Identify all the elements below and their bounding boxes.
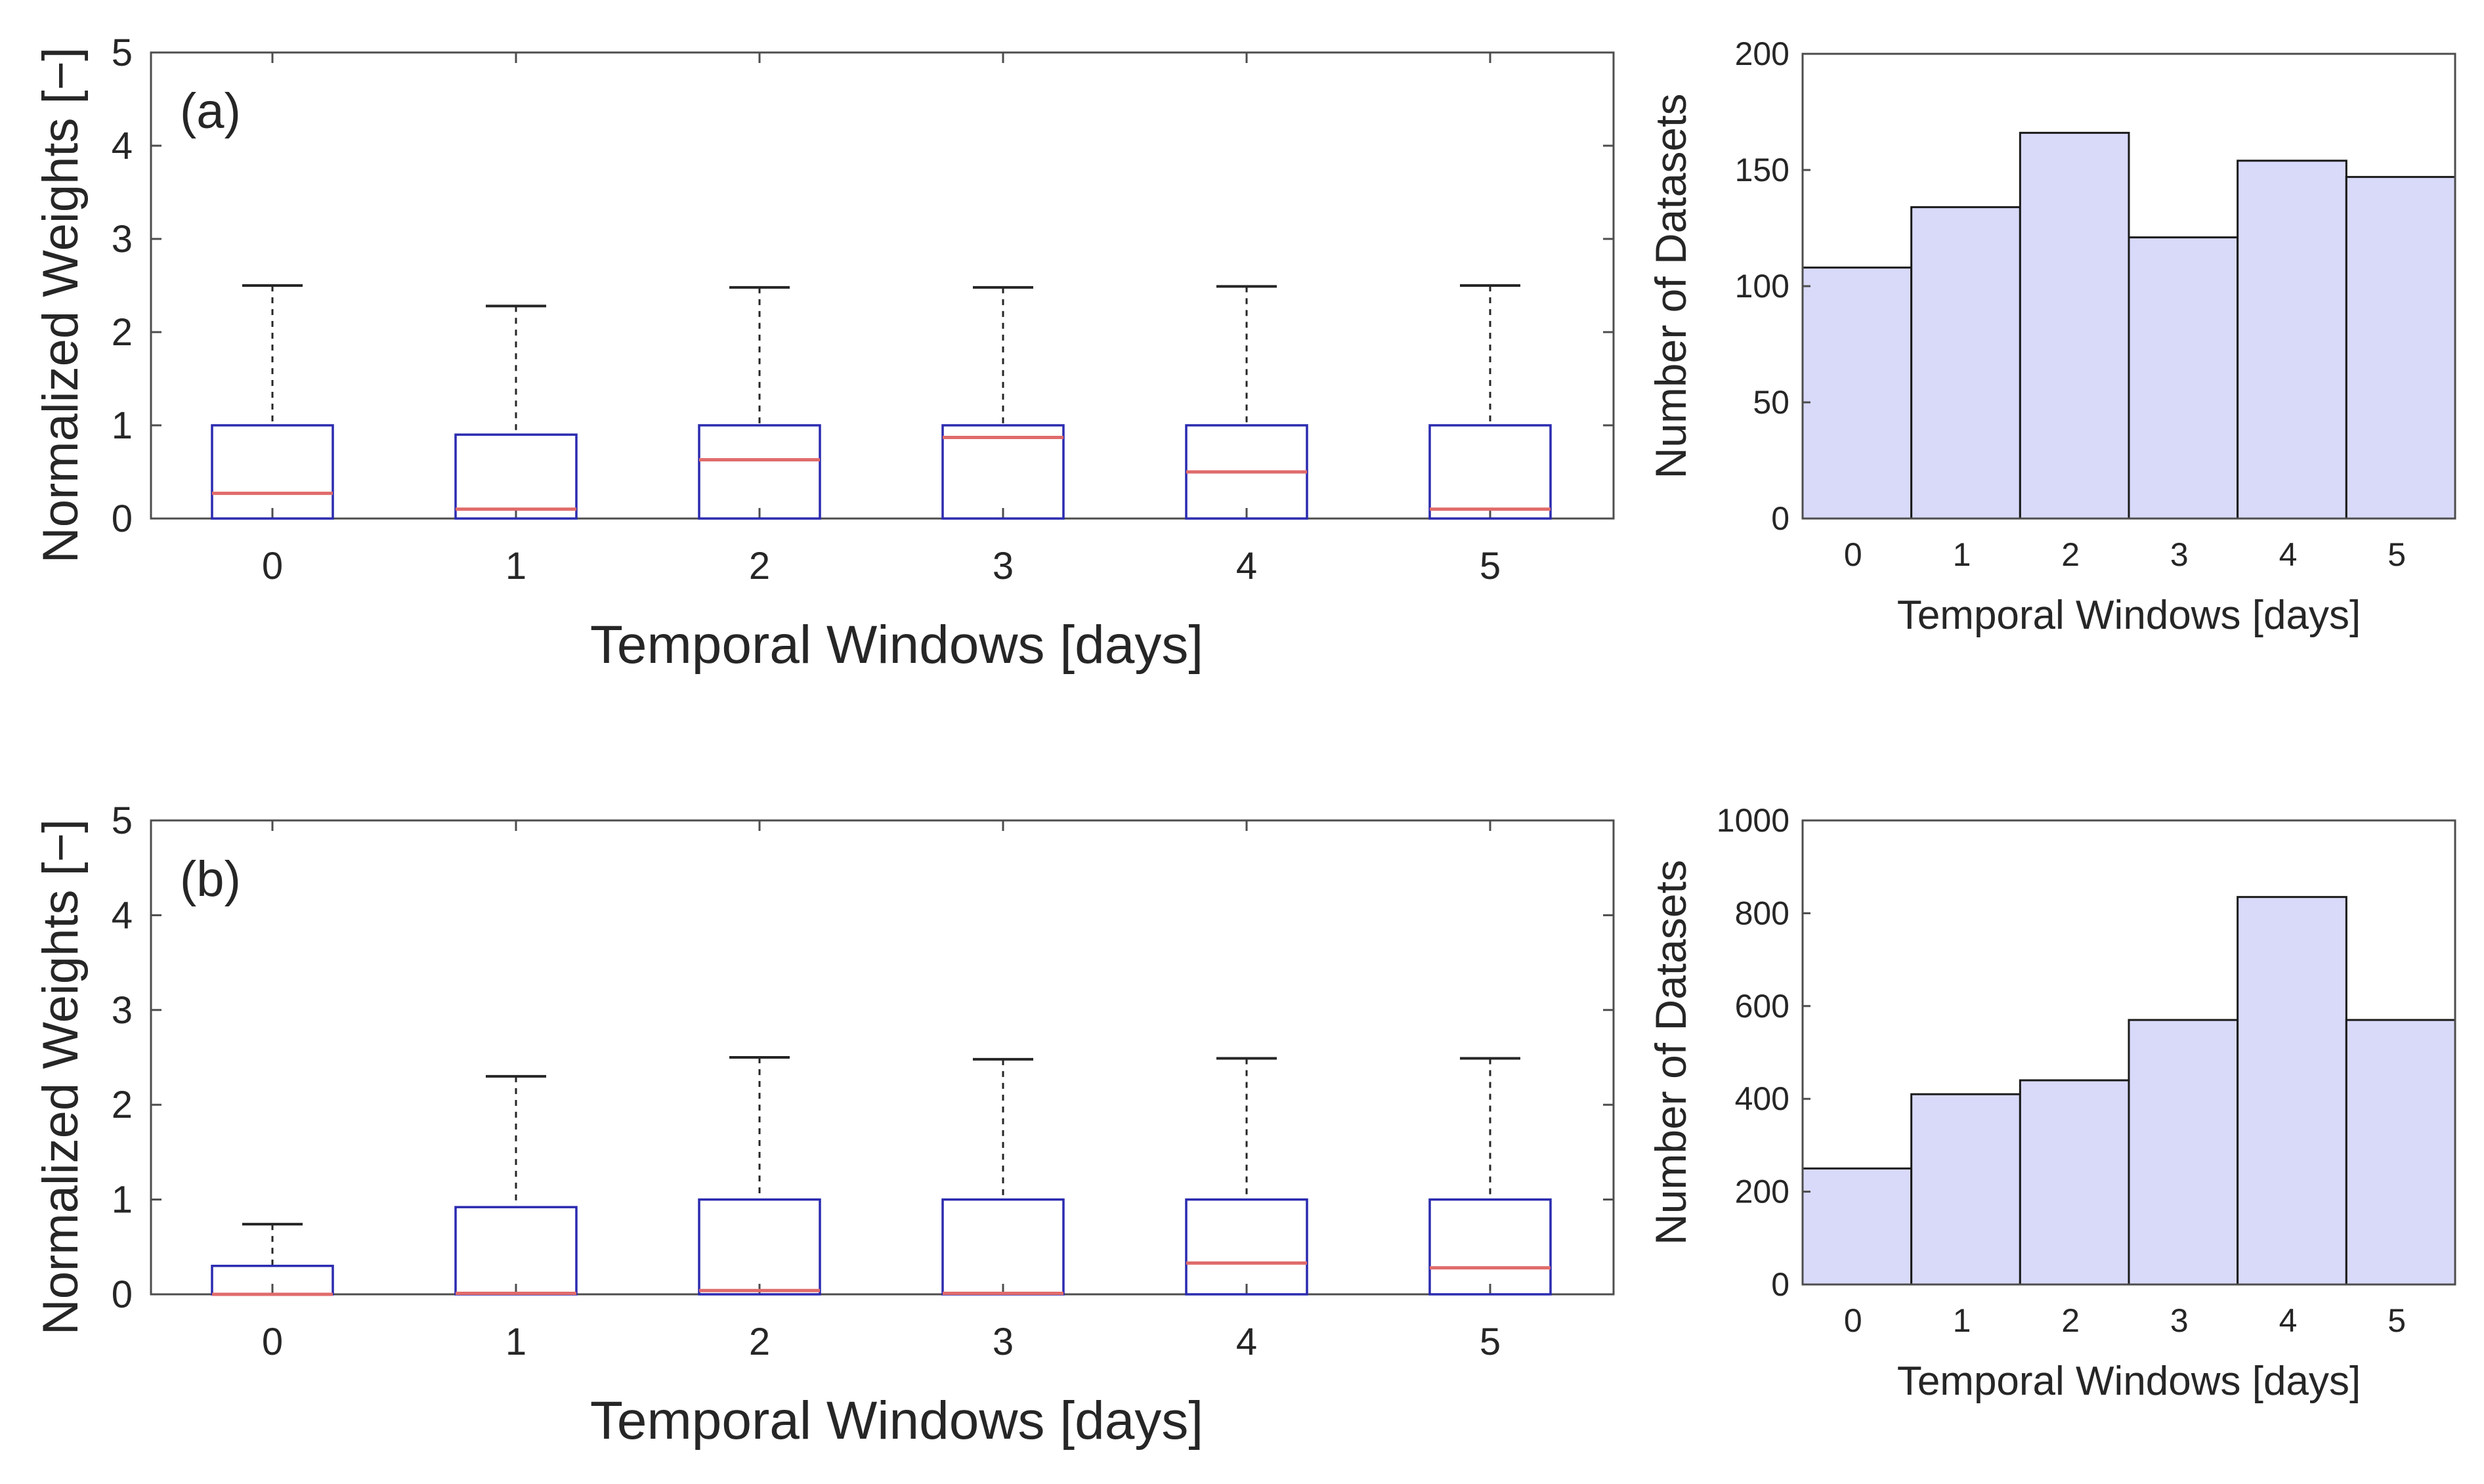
x-tick-label: 1 xyxy=(1953,1302,1971,1339)
x-tick-label: 0 xyxy=(262,1321,283,1363)
bar-0 xyxy=(1801,266,1913,520)
bar-panel-a-hist: 0 50 100 150 200 0 1 2 3 4 5 Temporal Windows [days… xyxy=(1646,35,2456,638)
bar-panel-b-hist: 0 200 400 600 800 1000 0 1 2 3 4 5 Temporal Windows … xyxy=(1646,802,2456,1404)
bar-5 xyxy=(2345,1019,2456,1286)
bar-3 xyxy=(2128,1019,2239,1286)
y-tick-label: 400 xyxy=(1735,1080,1789,1117)
bar-1 xyxy=(1910,1093,2021,1286)
box-0 xyxy=(211,284,334,520)
interquartile-box xyxy=(211,424,334,520)
x-tick-label: 2 xyxy=(2061,536,2080,573)
x-tick-label: 4 xyxy=(1236,1321,1257,1363)
y-tick-label: 3 xyxy=(112,989,133,1032)
bar-1 xyxy=(1910,206,2021,520)
bar-3 xyxy=(2128,236,2239,520)
y-tick-label: 4 xyxy=(112,125,133,167)
interquartile-box xyxy=(941,424,1065,520)
x-tick-label: 1 xyxy=(505,545,526,587)
y-tick-label: 1 xyxy=(112,404,133,447)
x-tick-label: 5 xyxy=(2388,1302,2406,1339)
interquartile-box xyxy=(1185,1198,1308,1296)
y-axis-label: Number of Datasets xyxy=(1646,94,1695,479)
x-tick-label: 5 xyxy=(1480,1321,1501,1363)
x-tick-label: 0 xyxy=(262,545,283,587)
y-tick-label: 0 xyxy=(112,1273,133,1316)
x-tick-label: 3 xyxy=(993,1321,1014,1363)
y-tick-label: 0 xyxy=(1771,500,1789,537)
box-panel-a: 0 1 2 3 4 5 0 1 2 3 4 5 (a) Temporal Windows [days] No… xyxy=(33,32,1615,675)
x-tick-label: 2 xyxy=(749,1321,770,1363)
y-axis-label: Number of Datasets xyxy=(1646,860,1695,1245)
box-1 xyxy=(454,305,578,520)
interquartile-box xyxy=(698,424,821,520)
y-tick-label: 200 xyxy=(1735,35,1789,72)
interquartile-box xyxy=(941,1198,1065,1296)
panel-label: (b) xyxy=(180,851,241,907)
x-tick-label: 5 xyxy=(2388,536,2406,573)
y-tick-label: 50 xyxy=(1753,384,1789,421)
bar-0 xyxy=(1801,1167,1913,1286)
y-tick-label: 1000 xyxy=(1717,802,1789,839)
axes-frame xyxy=(1801,819,2456,1286)
y-tick-label: 0 xyxy=(1771,1266,1789,1303)
box-4 xyxy=(1185,285,1308,520)
y-tick-label: 3 xyxy=(112,218,133,261)
bar-4 xyxy=(2237,896,2347,1286)
y-tick-label: 2 xyxy=(112,1084,133,1126)
interquartile-box xyxy=(454,433,578,520)
y-tick-label: 150 xyxy=(1735,152,1789,188)
x-tick-label: 3 xyxy=(993,545,1014,587)
box-1 xyxy=(454,1074,578,1296)
axes-frame xyxy=(150,819,1615,1296)
x-tick-label: 3 xyxy=(2170,536,2189,573)
box-3 xyxy=(941,1057,1065,1296)
interquartile-box xyxy=(1428,424,1552,520)
x-axis-label: Temporal Windows [days] xyxy=(590,615,1203,675)
y-tick-label: 800 xyxy=(1735,895,1789,931)
x-axis-label: Temporal Windows [days] xyxy=(1897,593,2361,638)
y-tick-label: 5 xyxy=(112,799,133,842)
x-tick-label: 1 xyxy=(505,1321,526,1363)
y-tick-label: 200 xyxy=(1735,1174,1789,1210)
x-axis-label: Temporal Windows [days] xyxy=(1897,1359,2361,1404)
interquartile-box xyxy=(698,1198,821,1296)
bar-2 xyxy=(2019,1079,2130,1286)
interquartile-box xyxy=(454,1206,578,1296)
y-tick-label: 2 xyxy=(112,311,133,354)
x-tick-label: 3 xyxy=(2170,1302,2189,1339)
bar-2 xyxy=(2019,131,2130,520)
x-tick-label: 4 xyxy=(2279,536,2298,573)
x-tick-label: 4 xyxy=(1236,545,1257,587)
box-0 xyxy=(211,1223,334,1296)
y-tick-label: 0 xyxy=(112,498,133,540)
y-axis-label: Normalized Weights [−] xyxy=(33,819,89,1335)
interquartile-box xyxy=(1428,1198,1552,1296)
x-tick-label: 0 xyxy=(1844,1302,1862,1339)
box-5 xyxy=(1428,1057,1552,1296)
x-tick-label: 2 xyxy=(2061,1302,2080,1339)
box-panel-b: 0 1 2 3 4 5 0 1 2 3 4 5 (b) Temporal Windows [days] No… xyxy=(33,799,1615,1451)
bar-5 xyxy=(2345,176,2456,520)
x-tick-label: 5 xyxy=(1480,545,1501,587)
bar-4 xyxy=(2237,159,2347,520)
y-tick-label: 1 xyxy=(112,1179,133,1221)
box-2 xyxy=(698,286,821,520)
x-tick-label: 0 xyxy=(1844,536,1862,573)
y-tick-label: 4 xyxy=(112,894,133,937)
box-4 xyxy=(1185,1057,1308,1296)
y-tick-label: 5 xyxy=(112,32,133,74)
x-tick-label: 2 xyxy=(749,545,770,587)
axes-frame xyxy=(150,51,1615,520)
box-3 xyxy=(941,286,1065,520)
y-axis-label: Normalized Weights [−] xyxy=(33,47,89,563)
x-tick-label: 4 xyxy=(2279,1302,2298,1339)
box-2 xyxy=(698,1056,821,1296)
box-5 xyxy=(1428,284,1552,520)
x-tick-label: 1 xyxy=(1953,536,1971,573)
x-axis-label: Temporal Windows [days] xyxy=(590,1391,1203,1451)
y-tick-label: 600 xyxy=(1735,988,1789,1025)
panel-label: (a) xyxy=(180,83,241,139)
y-tick-label: 100 xyxy=(1735,268,1789,305)
